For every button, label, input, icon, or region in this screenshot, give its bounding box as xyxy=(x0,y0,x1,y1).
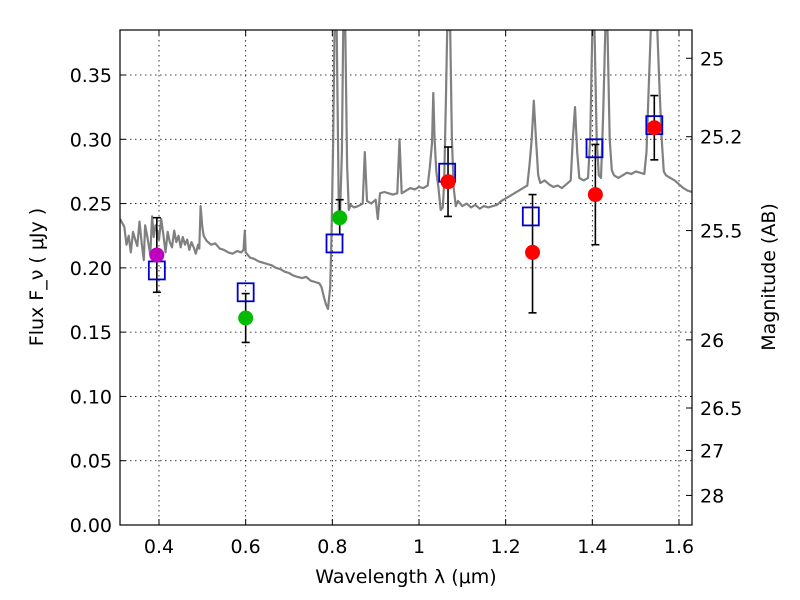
y-tick-label-6: 0.30 xyxy=(70,129,112,151)
model-phot-square-4 xyxy=(521,206,540,227)
x-tick-label-1: 0.6 xyxy=(231,536,261,558)
observed-point-4 xyxy=(525,244,541,260)
observed-point-5 xyxy=(587,187,603,203)
y2-tick-label-1: 25.2 xyxy=(700,127,742,149)
y-tick-label-2: 0.10 xyxy=(70,386,112,408)
grid xyxy=(120,30,692,526)
x-tick-label-6: 1.6 xyxy=(664,536,694,558)
y2-tick-label-4: 26.5 xyxy=(700,398,742,420)
x-tick-label-3: 1 xyxy=(413,536,425,558)
y2-tick-label-6: 28 xyxy=(700,485,724,507)
y-tick-label-7: 0.35 xyxy=(70,65,112,87)
x-tick-label-2: 0.8 xyxy=(317,536,347,558)
y-tick-label-4: 0.20 xyxy=(70,258,112,280)
x-tick-label-0: 0.4 xyxy=(144,536,174,558)
x-tick-label-5: 1.4 xyxy=(577,536,607,558)
observed-point-2 xyxy=(332,210,348,226)
error-bars xyxy=(152,94,659,344)
model-phot-square-2 xyxy=(325,233,344,254)
y-tick-label-5: 0.25 xyxy=(70,194,112,216)
y-axis-label: Flux F_ν ( μJy ) xyxy=(26,208,48,346)
model-phot-square-5 xyxy=(585,138,604,159)
y2-tick-label-0: 25 xyxy=(700,48,724,70)
observed-point-1 xyxy=(238,310,254,326)
observed-point-3 xyxy=(440,174,456,190)
model-spectrum-line xyxy=(120,30,692,311)
observed-point-6 xyxy=(646,120,662,136)
observed-photometry-markers xyxy=(149,120,662,326)
plot-frame xyxy=(119,29,693,526)
y2-tick-label-5: 27 xyxy=(700,440,724,462)
model-photometry-markers xyxy=(147,115,664,303)
model-phot-square-1 xyxy=(236,282,255,303)
y-tick-label-1: 0.05 xyxy=(70,451,112,473)
x-axis-label: Wavelength λ (μm) xyxy=(315,566,496,588)
x-tick-label-4: 1.2 xyxy=(491,536,521,558)
observed-point-0 xyxy=(149,247,165,263)
y-tick-label-0: 0.00 xyxy=(70,515,112,537)
y2-tick-label-3: 26 xyxy=(700,330,724,352)
axis-ticks: 0.4 0.6 0.8 1 1.2 1.4 1.6 0.00 0.05 0.10 0.15 0.20 0… xyxy=(70,30,742,558)
y2-axis-label: Magnitude (AB) xyxy=(758,203,780,351)
y-tick-label-3: 0.15 xyxy=(70,322,112,344)
y2-tick-label-2: 25.5 xyxy=(700,221,742,243)
